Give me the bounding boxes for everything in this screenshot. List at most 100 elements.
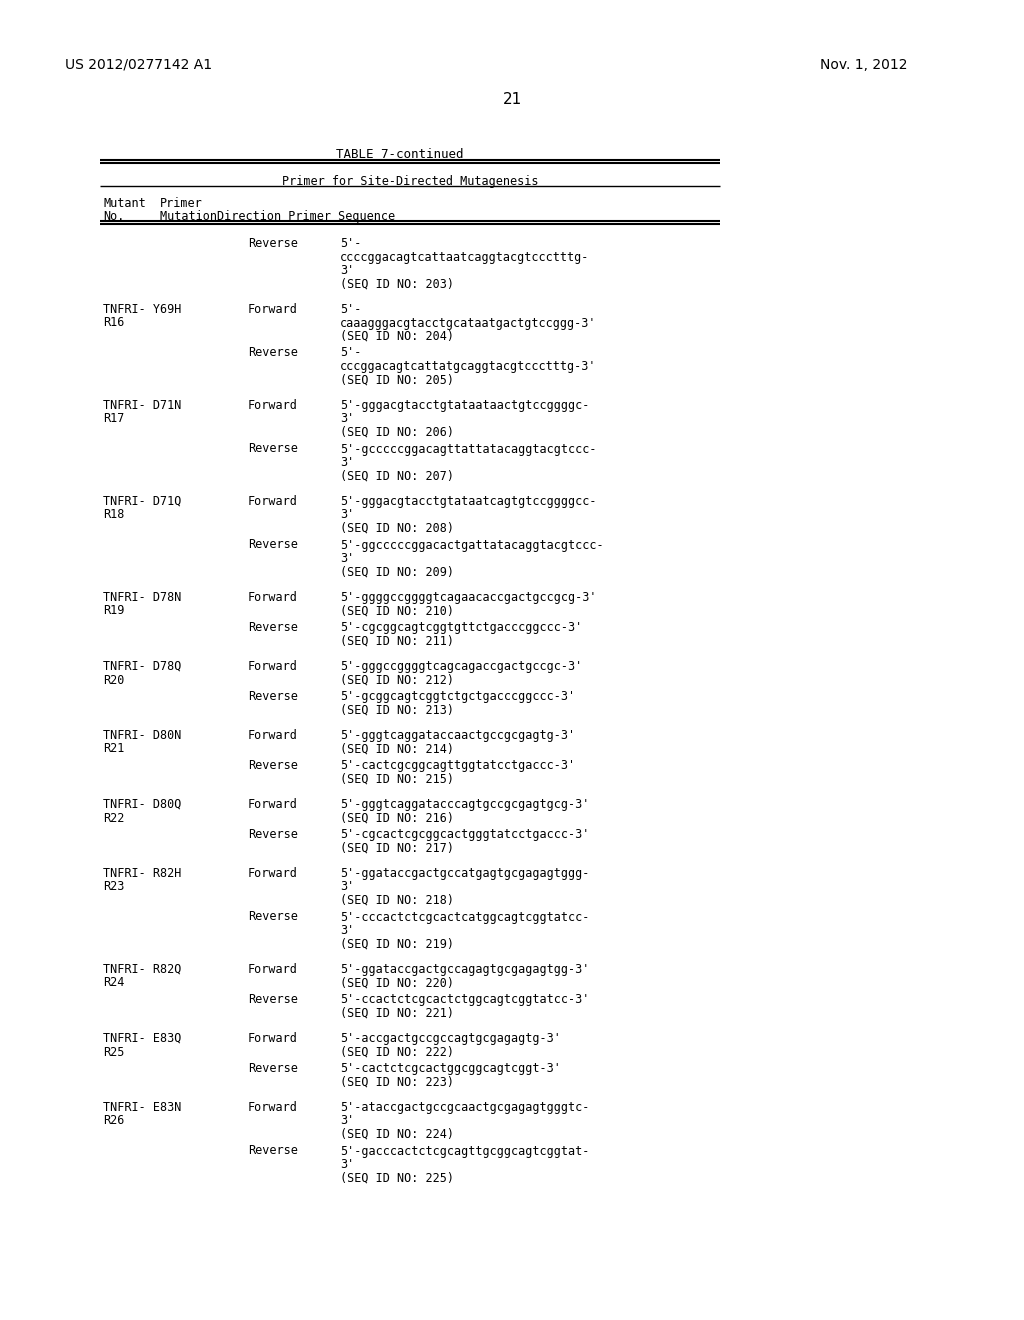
Text: Forward: Forward: [248, 799, 298, 810]
Text: 5'-cactctcgcactggcggcagtcggt-3': 5'-cactctcgcactggcggcagtcggt-3': [340, 1063, 561, 1074]
Text: (SEQ ID NO: 220): (SEQ ID NO: 220): [340, 977, 454, 990]
Text: 5'-: 5'-: [340, 304, 361, 315]
Text: TNFRI- Y69H: TNFRI- Y69H: [103, 304, 181, 315]
Text: R21: R21: [103, 742, 124, 755]
Text: R26: R26: [103, 1114, 124, 1127]
Text: TNFRI- R82H: TNFRI- R82H: [103, 867, 181, 880]
Text: (SEQ ID NO: 211): (SEQ ID NO: 211): [340, 635, 454, 648]
Text: 5'-ataccgactgccgcaactgcgagagtgggtc-: 5'-ataccgactgccgcaactgcgagagtgggtc-: [340, 1101, 590, 1114]
Text: 3': 3': [340, 552, 354, 565]
Text: TNFRI- D78N: TNFRI- D78N: [103, 591, 181, 605]
Text: (SEQ ID NO: 223): (SEQ ID NO: 223): [340, 1076, 454, 1089]
Text: (SEQ ID NO: 216): (SEQ ID NO: 216): [340, 812, 454, 825]
Text: TNFRI- D71N: TNFRI- D71N: [103, 399, 181, 412]
Text: 5'-ggcccccggacactgattatacaggtacgtccc-: 5'-ggcccccggacactgattatacaggtacgtccc-: [340, 539, 603, 552]
Text: 5'-accgactgccgccagtgcgagagtg-3': 5'-accgactgccgccagtgcgagagtg-3': [340, 1032, 561, 1045]
Text: 5'-gcccccggacagttattatacaggtacgtccc-: 5'-gcccccggacagttattatacaggtacgtccc-: [340, 442, 597, 455]
Text: 5'-cactcgcggcagttggtatcctgaccc-3': 5'-cactcgcggcagttggtatcctgaccc-3': [340, 759, 575, 772]
Text: R20: R20: [103, 673, 124, 686]
Text: 5'-ggataccgactgccatgagtgcgagagtggg-: 5'-ggataccgactgccatgagtgcgagagtggg-: [340, 867, 590, 880]
Text: TNFRI- R82Q: TNFRI- R82Q: [103, 964, 181, 975]
Text: 5'-cccactctcgcactcatggcagtcggtatcc-: 5'-cccactctcgcactcatggcagtcggtatcc-: [340, 911, 590, 924]
Text: R23: R23: [103, 880, 124, 894]
Text: Reverse: Reverse: [248, 346, 298, 359]
Text: Reverse: Reverse: [248, 620, 298, 634]
Text: 5'-gggccggggtcagcagaccgactgccgc-3': 5'-gggccggggtcagcagaccgactgccgc-3': [340, 660, 583, 673]
Text: No.: No.: [103, 210, 124, 223]
Text: Nov. 1, 2012: Nov. 1, 2012: [820, 58, 907, 73]
Text: R24: R24: [103, 977, 124, 990]
Text: R17: R17: [103, 412, 124, 425]
Text: (SEQ ID NO: 204): (SEQ ID NO: 204): [340, 330, 454, 343]
Text: US 2012/0277142 A1: US 2012/0277142 A1: [65, 58, 212, 73]
Text: Reverse: Reverse: [248, 1144, 298, 1158]
Text: (SEQ ID NO: 207): (SEQ ID NO: 207): [340, 470, 454, 483]
Text: 5'-: 5'-: [340, 346, 361, 359]
Text: 5'-ccactctcgcactctggcagtcggtatcc-3': 5'-ccactctcgcactctggcagtcggtatcc-3': [340, 993, 590, 1006]
Text: (SEQ ID NO: 217): (SEQ ID NO: 217): [340, 842, 454, 854]
Text: 3': 3': [340, 508, 354, 521]
Text: Forward: Forward: [248, 304, 298, 315]
Text: 5'-gacccactctcgcagttgcggcagtcggtat-: 5'-gacccactctcgcagttgcggcagtcggtat-: [340, 1144, 590, 1158]
Text: Forward: Forward: [248, 399, 298, 412]
Text: 3': 3': [340, 880, 354, 894]
Text: 5'-gggtcaggataccaactgccgcgagtg-3': 5'-gggtcaggataccaactgccgcgagtg-3': [340, 729, 575, 742]
Text: TNFRI- E83Q: TNFRI- E83Q: [103, 1032, 181, 1045]
Text: TABLE 7-continued: TABLE 7-continued: [336, 148, 464, 161]
Text: (SEQ ID NO: 205): (SEQ ID NO: 205): [340, 374, 454, 387]
Text: Reverse: Reverse: [248, 442, 298, 455]
Text: Mutant: Mutant: [103, 197, 145, 210]
Text: 5'-ggggccggggtcagaacaccgactgccgcg-3': 5'-ggggccggggtcagaacaccgactgccgcg-3': [340, 591, 597, 605]
Text: Reverse: Reverse: [248, 1063, 298, 1074]
Text: Reverse: Reverse: [248, 911, 298, 924]
Text: caaagggacgtacctgcataatgactgtccggg-3': caaagggacgtacctgcataatgactgtccggg-3': [340, 317, 597, 330]
Text: Forward: Forward: [248, 495, 298, 508]
Text: 3': 3': [340, 924, 354, 937]
Text: 3': 3': [340, 264, 354, 277]
Text: 5'-gggacgtacctgtataatcagtgtccggggcc-: 5'-gggacgtacctgtataatcagtgtccggggcc-: [340, 495, 597, 508]
Text: Reverse: Reverse: [248, 759, 298, 772]
Text: 5'-gggacgtacctgtataataactgtccggggc-: 5'-gggacgtacctgtataataactgtccggggc-: [340, 399, 590, 412]
Text: 5'-: 5'-: [340, 238, 361, 249]
Text: (SEQ ID NO: 214): (SEQ ID NO: 214): [340, 742, 454, 755]
Text: (SEQ ID NO: 221): (SEQ ID NO: 221): [340, 1006, 454, 1019]
Text: 5'-cgcggcagtcggtgttctgacccggccc-3': 5'-cgcggcagtcggtgttctgacccggccc-3': [340, 620, 583, 634]
Text: R22: R22: [103, 812, 124, 825]
Text: Forward: Forward: [248, 964, 298, 975]
Text: (SEQ ID NO: 218): (SEQ ID NO: 218): [340, 894, 454, 907]
Text: Reverse: Reverse: [248, 238, 298, 249]
Text: TNFRI- E83N: TNFRI- E83N: [103, 1101, 181, 1114]
Text: Reverse: Reverse: [248, 828, 298, 841]
Text: Primer for Site-Directed Mutagenesis: Primer for Site-Directed Mutagenesis: [282, 176, 539, 187]
Text: 5'-gcggcagtcggtctgctgacccggccc-3': 5'-gcggcagtcggtctgctgacccggccc-3': [340, 690, 575, 704]
Text: (SEQ ID NO: 206): (SEQ ID NO: 206): [340, 426, 454, 440]
Text: R25: R25: [103, 1045, 124, 1059]
Text: (SEQ ID NO: 225): (SEQ ID NO: 225): [340, 1172, 454, 1184]
Text: (SEQ ID NO: 212): (SEQ ID NO: 212): [340, 673, 454, 686]
Text: (SEQ ID NO: 219): (SEQ ID NO: 219): [340, 937, 454, 950]
Text: TNFRI- D80Q: TNFRI- D80Q: [103, 799, 181, 810]
Text: 5'-cgcactcgcggcactgggtatcctgaccc-3': 5'-cgcactcgcggcactgggtatcctgaccc-3': [340, 828, 590, 841]
Text: cccggacagtcattatgcaggtacgtccctttg-3': cccggacagtcattatgcaggtacgtccctttg-3': [340, 360, 597, 374]
Text: Reverse: Reverse: [248, 993, 298, 1006]
Text: ccccggacagtcattaatcaggtacgtccctttg-: ccccggacagtcattaatcaggtacgtccctttg-: [340, 251, 590, 264]
Text: 21: 21: [503, 92, 521, 107]
Text: TNFRI- D78Q: TNFRI- D78Q: [103, 660, 181, 673]
Text: (SEQ ID NO: 222): (SEQ ID NO: 222): [340, 1045, 454, 1059]
Text: Forward: Forward: [248, 660, 298, 673]
Text: R18: R18: [103, 508, 124, 521]
Text: Forward: Forward: [248, 1032, 298, 1045]
Text: R19: R19: [103, 605, 124, 618]
Text: 3': 3': [340, 1114, 354, 1127]
Text: 3': 3': [340, 455, 354, 469]
Text: (SEQ ID NO: 215): (SEQ ID NO: 215): [340, 772, 454, 785]
Text: Forward: Forward: [248, 729, 298, 742]
Text: R16: R16: [103, 317, 124, 330]
Text: 3': 3': [340, 412, 354, 425]
Text: Primer: Primer: [160, 197, 203, 210]
Text: TNFRI- D71Q: TNFRI- D71Q: [103, 495, 181, 508]
Text: (SEQ ID NO: 209): (SEQ ID NO: 209): [340, 565, 454, 578]
Text: (SEQ ID NO: 208): (SEQ ID NO: 208): [340, 521, 454, 535]
Text: (SEQ ID NO: 213): (SEQ ID NO: 213): [340, 704, 454, 717]
Text: 5'-gggtcaggatacccagtgccgcgagtgcg-3': 5'-gggtcaggatacccagtgccgcgagtgcg-3': [340, 799, 590, 810]
